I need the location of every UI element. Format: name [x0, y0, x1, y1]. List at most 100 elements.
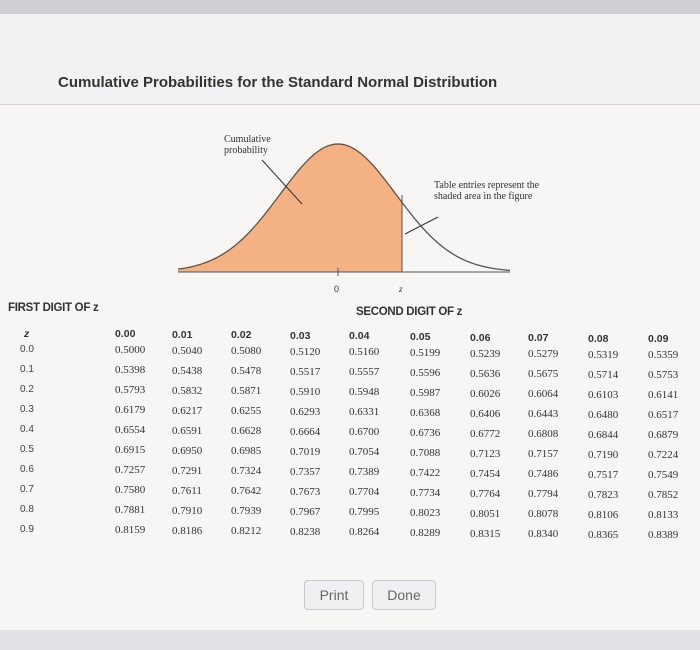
table-cell: 0.7019: [290, 446, 321, 458]
table-cell: 0.7580: [115, 484, 146, 496]
table-cell: 0.5040: [172, 345, 203, 357]
table-cell: 0.6844: [588, 429, 619, 441]
table-cell: 0.6664: [290, 426, 321, 438]
table-cell: 0.6293: [290, 406, 321, 418]
table-cell: 0.7764: [470, 488, 501, 500]
table-cell: 0.8238: [290, 526, 321, 538]
table-cell: 0.7088: [410, 447, 441, 459]
title-band: Cumulative Probabilities for the Standar…: [0, 14, 700, 105]
table-cell: 0.8051: [470, 508, 501, 520]
table-cell: 0.5987: [410, 387, 441, 399]
table-cell: 0.5948: [349, 386, 380, 398]
table-cell: 0.5319: [588, 349, 619, 361]
table-cell: 0.6628: [231, 425, 262, 437]
table-cell: 0.7454: [470, 468, 501, 480]
table-cell: 0.6480: [588, 409, 619, 421]
table-cell: 0.6141: [648, 389, 679, 401]
table-cell: 0.6554: [115, 424, 146, 436]
column-header: 0.07: [528, 332, 549, 344]
normal-curve-figure: Cumulative probability Table entries rep…: [170, 100, 550, 305]
top-bar: [0, 0, 700, 14]
z-row-label: 0.6: [20, 464, 34, 475]
table-cell: 0.7611: [172, 485, 202, 497]
z-row-label: 0.0: [20, 344, 34, 355]
table-cell: 0.7291: [172, 465, 203, 477]
table-cell: 0.8289: [410, 527, 441, 539]
column-header: 0.01: [172, 329, 193, 341]
table-cell: 0.7852: [648, 489, 679, 501]
page-title: Cumulative Probabilities for the Standar…: [58, 74, 498, 91]
z-row-label: 0.1: [20, 364, 34, 375]
table-cell: 0.5160: [349, 346, 380, 358]
table-cell: 0.6808: [528, 428, 559, 440]
table-cell: 0.6217: [172, 405, 203, 417]
table-cell: 0.7357: [290, 466, 321, 478]
cumulative-pointer: [261, 159, 303, 205]
table-cell: 0.7704: [349, 486, 380, 498]
normal-curve-svg: [177, 143, 511, 276]
table-cell: 0.6368: [410, 407, 441, 419]
column-header: 0.09: [648, 333, 669, 345]
z-row-label: 0.2: [20, 384, 34, 395]
table-cell: 0.5793: [115, 384, 146, 396]
z-row-label: 0.3: [20, 404, 34, 415]
column-header: 0.08: [588, 333, 609, 345]
z-row-label: 0.8: [20, 504, 34, 515]
table-cell: 0.6064: [528, 388, 559, 400]
table-cell: 0.7910: [172, 505, 203, 517]
table-cell: 0.7422: [410, 467, 441, 479]
table-cell: 0.8212: [231, 525, 262, 537]
axis-z-label: z: [399, 284, 403, 294]
table-cell: 0.7549: [648, 469, 679, 481]
table-cell: 0.7486: [528, 468, 559, 480]
table-cell: 0.5239: [470, 348, 501, 360]
table-cell: 0.6406: [470, 408, 501, 420]
table-cell: 0.8023: [410, 507, 441, 519]
table-cell: 0.7054: [349, 446, 380, 458]
table-cell: 0.6736: [410, 427, 441, 439]
table-cell: 0.6950: [172, 445, 203, 457]
table-cell: 0.7190: [588, 449, 619, 461]
table-cell: 0.5000: [115, 344, 146, 356]
column-header: 0.06: [470, 332, 491, 344]
table-cell: 0.6103: [588, 389, 619, 401]
column-header: 0.03: [290, 330, 311, 342]
second-digit-header: SECOND DIGIT OF z: [356, 306, 463, 318]
table-cell: 0.8186: [172, 525, 203, 537]
print-button[interactable]: Print: [304, 580, 364, 610]
table-cell: 0.6179: [115, 404, 146, 416]
bottom-bar: [0, 630, 700, 650]
table-cell: 0.7517: [588, 469, 619, 481]
table-cell: 0.8106: [588, 509, 619, 521]
table-cell: 0.5596: [410, 367, 441, 379]
z-row-label: 0.9: [20, 524, 34, 535]
done-button[interactable]: Done: [372, 580, 436, 610]
z-row-label: 0.4: [20, 424, 34, 435]
column-header: 0.00: [115, 328, 136, 340]
table-cell: 0.6255: [231, 405, 262, 417]
cumulative-probability-label: Cumulative probability: [224, 134, 271, 156]
table-cell: 0.7257: [115, 464, 146, 476]
table-cell: 0.6026: [470, 388, 501, 400]
table-cell: 0.7157: [528, 448, 559, 460]
table-cell: 0.5714: [588, 369, 619, 381]
table-cell: 0.6517: [648, 409, 679, 421]
table-cell: 0.8264: [349, 526, 380, 538]
normal-curve: [177, 143, 511, 272]
table-cell: 0.5120: [290, 346, 321, 358]
table-cell: 0.5557: [349, 366, 380, 378]
table-entries-pointer: [404, 216, 439, 235]
table-cell: 0.6985: [231, 445, 262, 457]
table-cell: 0.5832: [172, 385, 203, 397]
table-cell: 0.7734: [410, 487, 441, 499]
table-cell: 0.7823: [588, 489, 619, 501]
shaded-area: [178, 144, 402, 272]
table-cell: 0.7389: [349, 466, 380, 478]
table-cell: 0.5478: [231, 365, 262, 377]
z-column-header: z: [24, 328, 30, 340]
table-cell: 0.6915: [115, 444, 146, 456]
table-cell: 0.7123: [470, 448, 501, 460]
table-cell: 0.7794: [528, 488, 559, 500]
table-cell: 0.7967: [290, 506, 321, 518]
table-cell: 0.6591: [172, 425, 203, 437]
